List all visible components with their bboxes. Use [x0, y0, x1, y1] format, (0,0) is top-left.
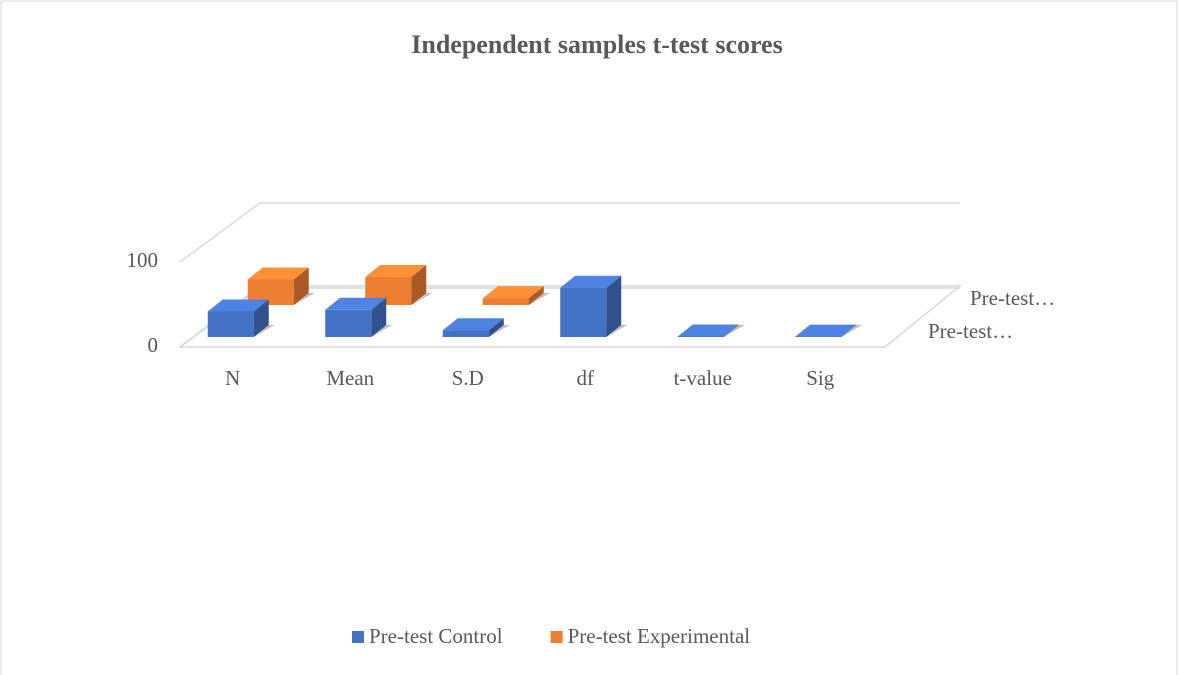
- bar-top: [207, 299, 269, 312]
- bar-top: [560, 275, 622, 288]
- bar-side: [488, 318, 504, 337]
- legend-label: Pre-test Control: [369, 624, 503, 648]
- y-tick-label: 100: [127, 248, 159, 272]
- bar-side: [371, 297, 387, 337]
- x-tick-label: Mean: [326, 366, 374, 390]
- bar-side: [606, 275, 622, 337]
- bar: [560, 287, 607, 337]
- bar-side: [841, 324, 857, 337]
- legend-swatch: [550, 631, 563, 643]
- bar-side: [528, 286, 544, 305]
- bar-side: [253, 299, 269, 337]
- bar-top: [247, 267, 309, 280]
- bar-top: [325, 297, 387, 310]
- x-tick-label: S.D: [452, 366, 484, 390]
- legend-label: Pre-test Experimental: [568, 624, 751, 648]
- bar: [325, 309, 372, 337]
- bar-top: [795, 324, 857, 337]
- bar: [482, 298, 529, 305]
- bar-side: [293, 267, 309, 305]
- y-tick-label: 0: [148, 333, 159, 357]
- series-axis-label: Pre-test…: [970, 286, 1055, 310]
- grid-line: [179, 202, 960, 263]
- bar-top: [677, 324, 739, 337]
- bar: [442, 330, 489, 337]
- x-tick-label: N: [225, 366, 240, 390]
- bar-top: [365, 264, 427, 277]
- series-axis-label: Pre-test…: [928, 319, 1013, 343]
- x-tick-label: Sig: [806, 366, 835, 390]
- bar: [207, 311, 254, 337]
- bar-side: [723, 324, 739, 337]
- chart-title: Independent samples t-test scores: [411, 30, 782, 59]
- x-tick-label: df: [577, 366, 595, 390]
- legend-swatch: [352, 631, 364, 643]
- bar-top: [482, 286, 544, 299]
- x-tick-label: t-value: [674, 366, 732, 390]
- bar-side: [411, 264, 427, 305]
- bar-top: [442, 318, 504, 331]
- bar: [677, 336, 724, 337]
